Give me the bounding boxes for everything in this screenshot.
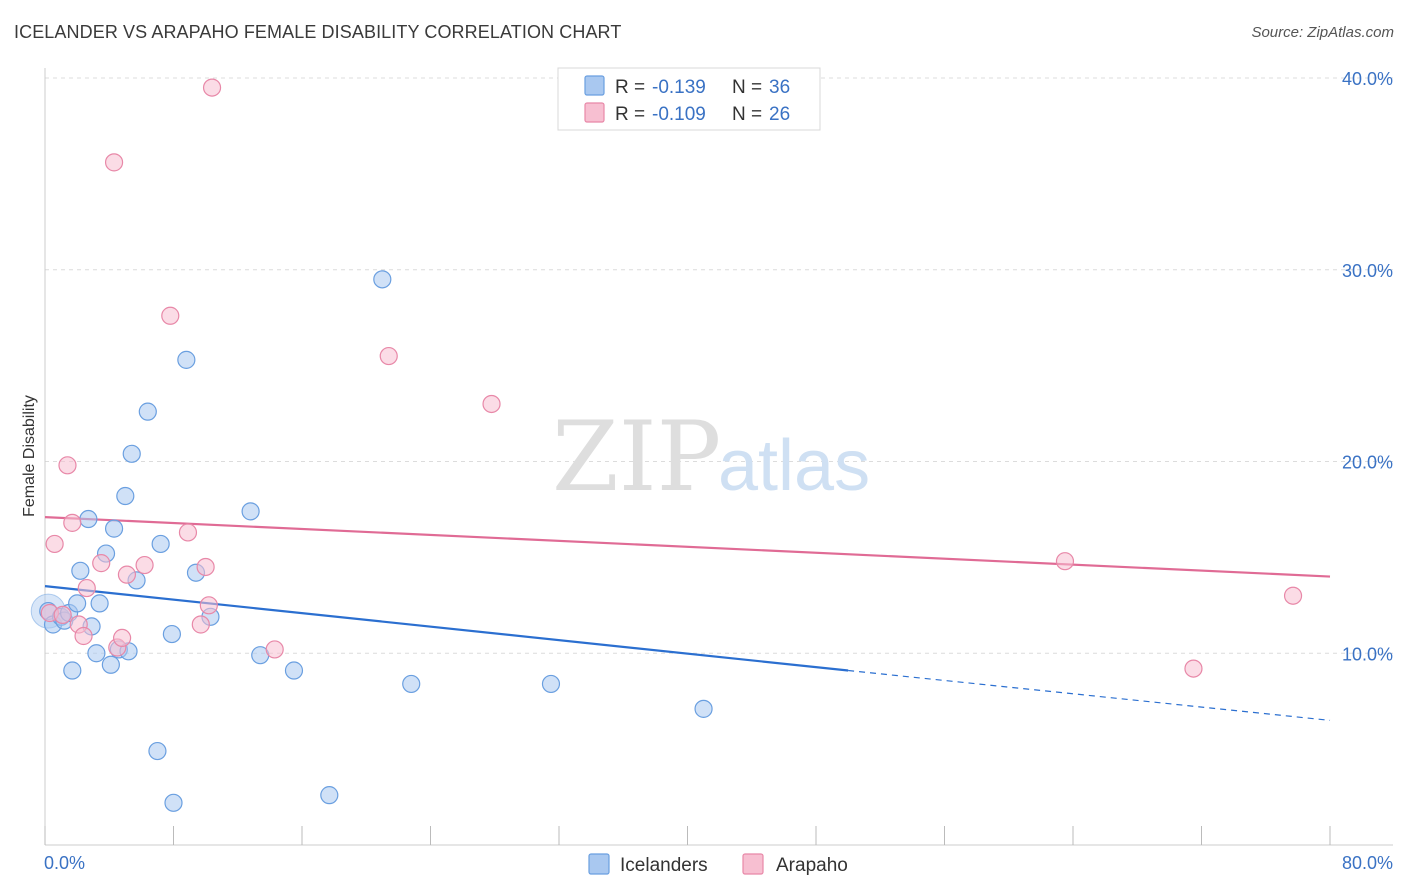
point-icelanders-20 [138,402,157,421]
point-icelanders-34 [541,674,561,694]
point-arapaho-19 [202,78,222,97]
point-icelanders-18 [122,444,141,463]
point-arapaho-22 [482,394,501,414]
point-arapaho-7 [77,578,96,598]
point-arapaho-15 [178,523,198,542]
point-arapaho-12 [117,565,137,584]
y-tick-label-1: 20.0% [1342,453,1393,473]
source-label: Source: ZipAtlas.com [1251,24,1394,41]
point-arapaho-3 [58,456,77,475]
point-arapaho-21 [379,346,398,366]
bottom-legend-swatch-arapaho[interactable] [742,853,764,875]
x-tick-label-max: 80.0% [1342,853,1393,873]
y-tick-label-2: 30.0% [1342,261,1393,281]
point-icelanders-25 [177,350,196,369]
point-icelanders-33 [402,674,421,694]
point-icelanders-28 [241,502,260,521]
y-tick-label-0: 10.0% [1342,644,1393,664]
legend-n-value-icelanders: 36 [769,77,790,98]
legend-swatch-icelanders [584,75,605,96]
point-arapaho-8 [92,554,111,573]
watermark-zip: ZIP [552,401,721,513]
point-icelanders-23 [162,624,181,644]
gridlines [45,77,1393,654]
watermark-atlas: atlas [718,426,870,506]
y-tick-label-3: 40.0% [1342,69,1393,89]
legend-n-value-arapaho: 26 [769,104,790,125]
trend-line-arapaho [44,516,1331,578]
point-icelanders-13 [101,655,120,674]
point-arapaho-1 [45,534,64,554]
legend-swatch-arapaho [584,102,605,123]
bottom-legend: Icelanders Arapaho [588,853,848,876]
point-icelanders-11 [90,594,109,613]
point-icelanders-24 [164,793,183,812]
point-icelanders-6 [68,594,87,613]
trend-line-icelanders-extension [848,669,1331,721]
legend-r-label-icelanders: R = [615,77,645,98]
point-arapaho-13 [135,555,154,575]
point-arapaho-16 [191,615,210,634]
x-ticks [44,826,1331,845]
point-arapaho-23 [1055,552,1075,571]
point-arapaho-20 [265,640,284,659]
y-axis-label: Female Disability [21,395,38,517]
watermark: ZIP atlas [552,401,870,513]
point-arapaho-6 [74,626,93,646]
point-icelanders-32 [373,270,392,289]
data-points [30,78,1303,812]
point-icelanders-16 [116,486,135,506]
legend-r-label-arapaho: R = [615,104,645,125]
point-arapaho-18 [199,596,218,615]
point-icelanders-10 [87,644,106,663]
point-icelanders-21 [148,741,167,761]
legend-n-label-icelanders: N = [732,77,762,98]
point-icelanders-22 [151,534,170,554]
point-icelanders-31 [320,786,339,805]
trend-line-icelanders [44,585,849,672]
point-arapaho-11 [112,628,132,648]
x-tick-label-min: 0.0% [44,853,85,873]
point-icelanders-14 [104,519,124,538]
trend-lines [44,516,1331,721]
point-icelanders-35 [694,699,713,718]
point-icelanders-8 [79,509,98,529]
legend-n-label-arapaho: N = [732,104,762,125]
point-icelanders-5 [63,661,82,680]
top-legend: R = -0.139 N = 36 R = -0.109 N = 26 [557,67,821,131]
point-arapaho-14 [161,306,180,325]
point-icelanders-7 [71,561,90,580]
bottom-legend-label-arapaho[interactable]: Arapaho [776,855,848,876]
point-arapaho-17 [196,557,215,577]
point-arapaho-24 [1184,659,1203,678]
legend-r-value-arapaho: -0.109 [652,104,706,125]
legend-r-value-icelanders: -0.139 [652,77,706,98]
point-arapaho-4 [63,513,82,532]
point-arapaho-9 [104,153,124,172]
bottom-legend-label-icelanders[interactable]: Icelanders [620,855,708,876]
point-icelanders-30 [284,661,304,680]
axes [44,68,1393,846]
chart-title: ICELANDER VS ARAPAHO FEMALE DISABILITY C… [14,22,622,42]
point-arapaho-25 [1283,586,1303,605]
y-tick-labels: 10.0% 20.0% 30.0% 40.0% [1342,69,1393,664]
point-arapaho-2 [53,605,72,625]
bottom-legend-swatch-icelanders[interactable] [588,853,610,875]
